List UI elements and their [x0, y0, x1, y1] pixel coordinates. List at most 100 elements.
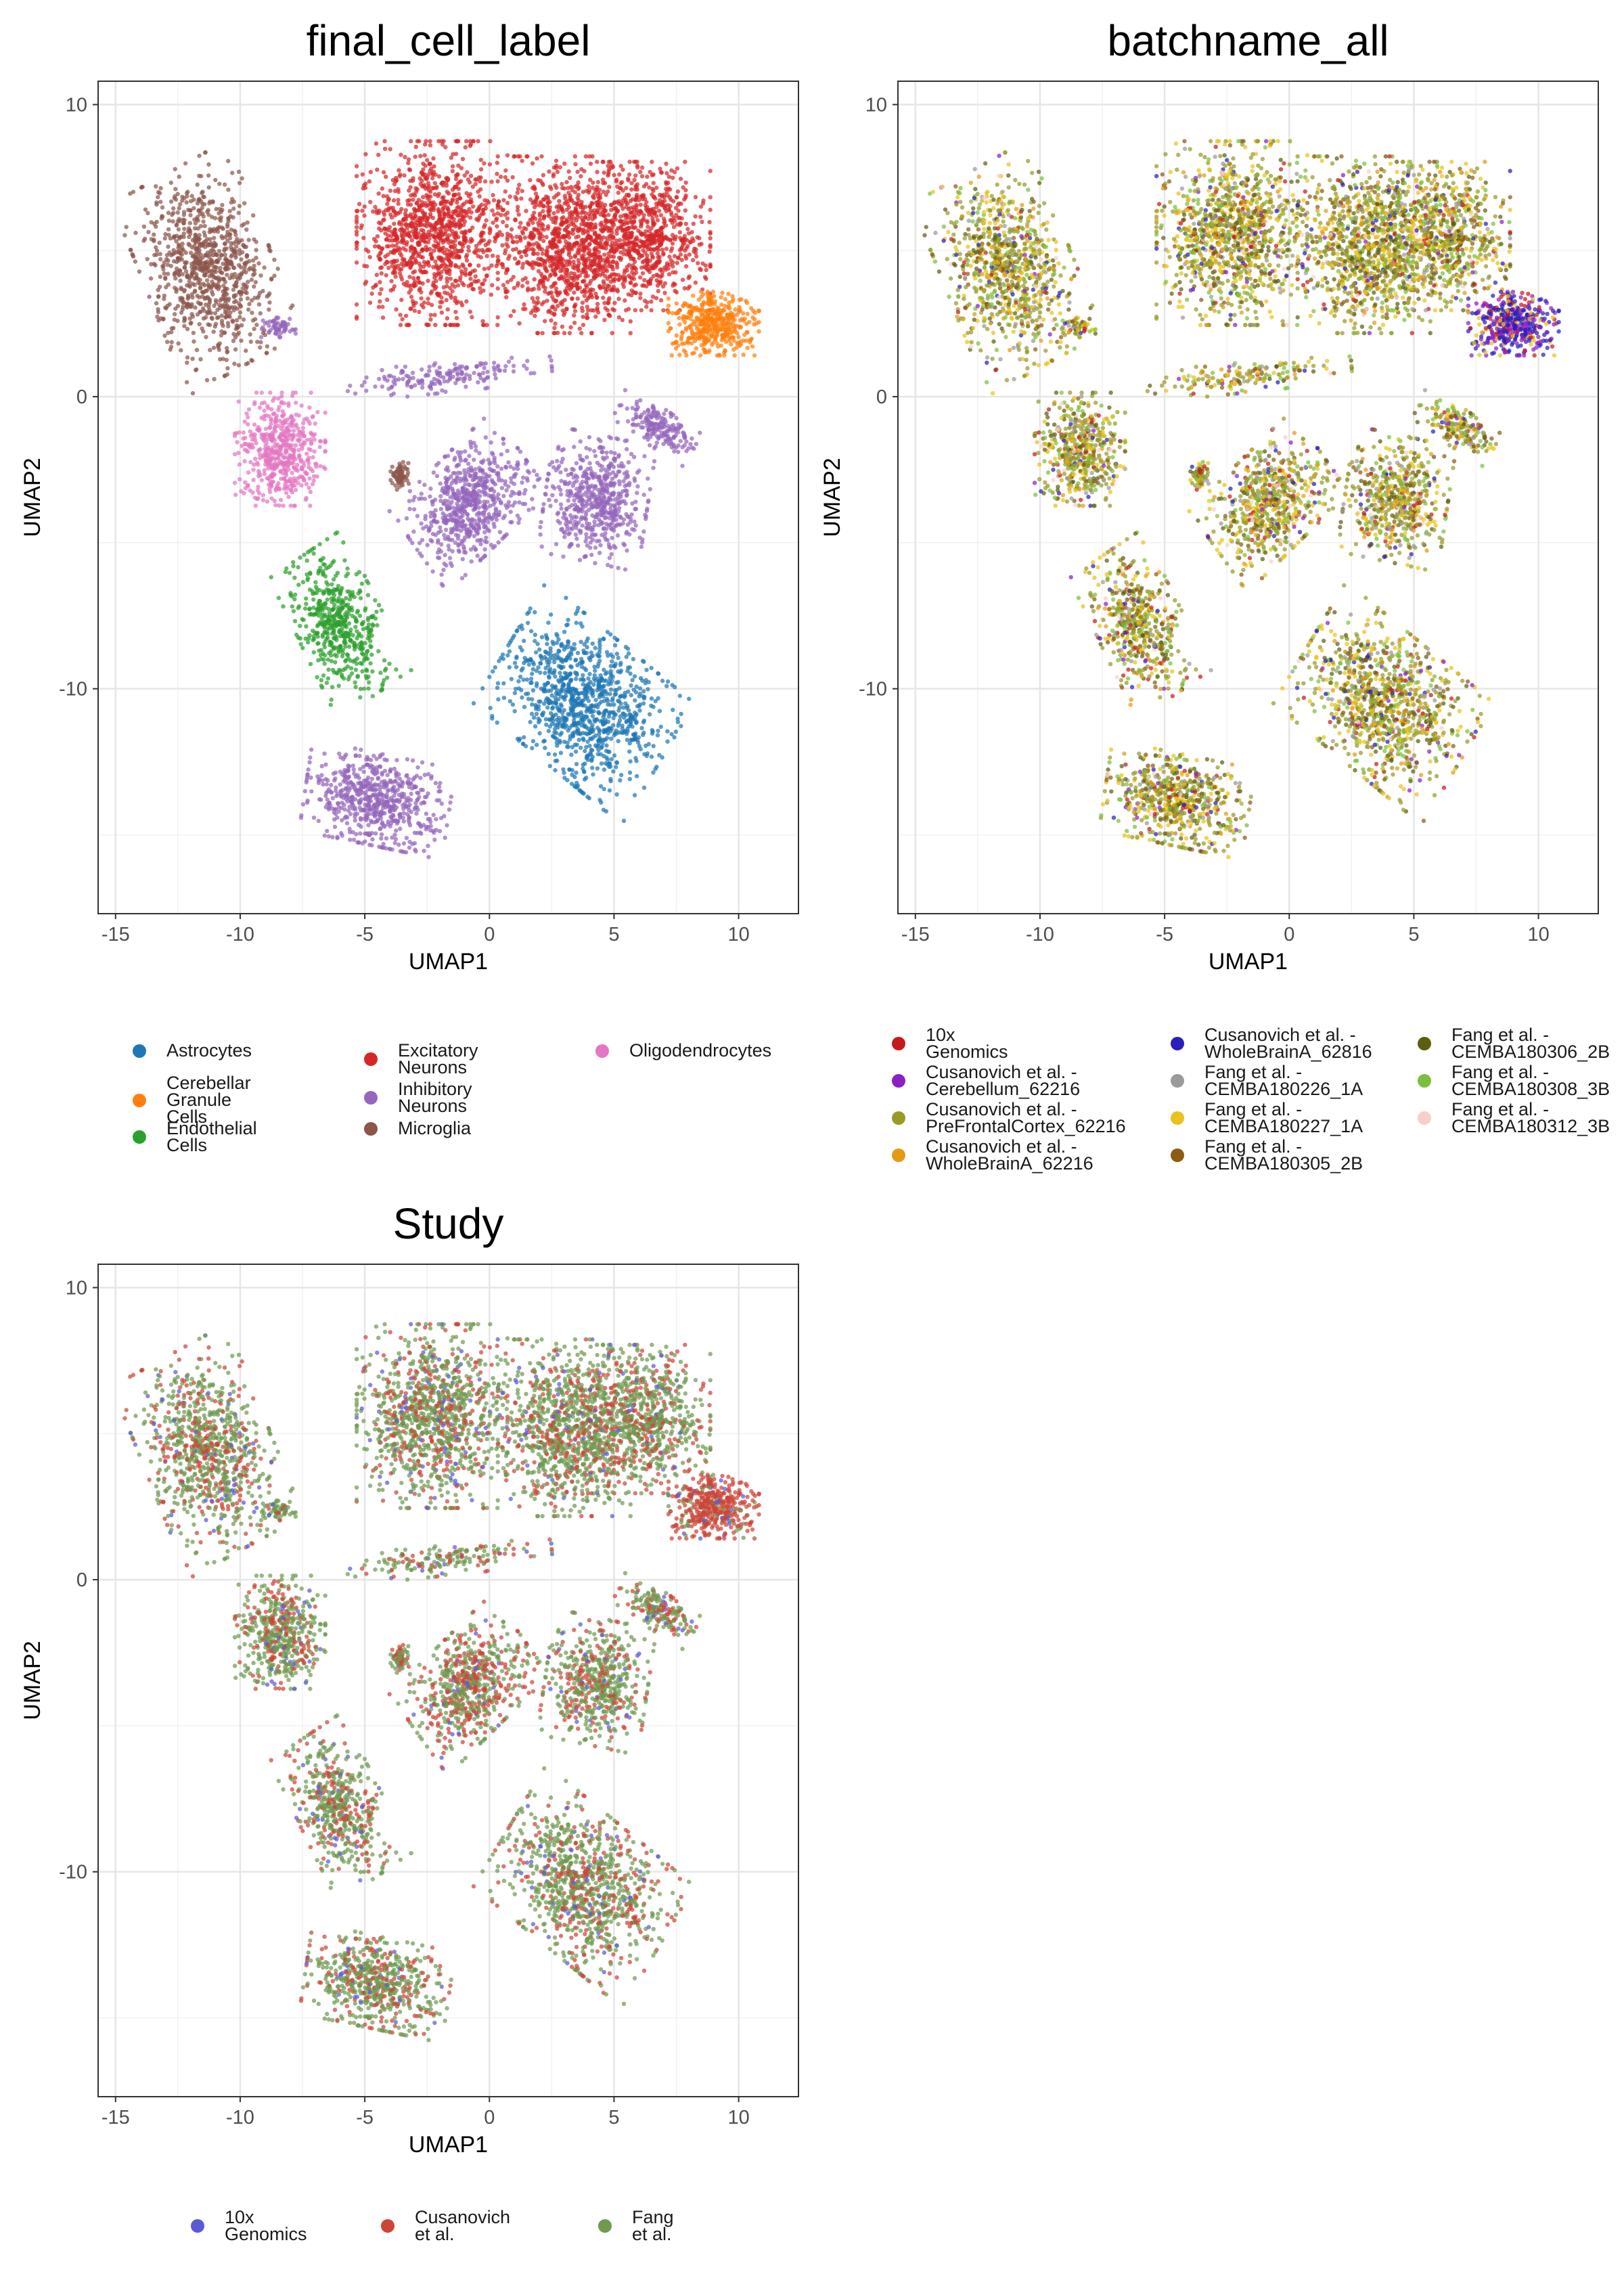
cell-point [396, 198, 401, 202]
cell-point [553, 321, 558, 326]
cell-point [166, 330, 171, 336]
cell-point [187, 234, 191, 240]
cell-point [223, 261, 228, 267]
cell-point [288, 478, 293, 484]
cell-point [262, 265, 267, 270]
cell-point [367, 254, 372, 260]
cell-point [438, 264, 443, 269]
cell-point [505, 216, 510, 221]
cell-point [273, 464, 277, 468]
cell-point [219, 313, 224, 318]
cell-point [244, 227, 249, 232]
cell-point [196, 208, 201, 213]
cell-point [239, 489, 244, 494]
cell-point [566, 230, 571, 235]
cell-point [380, 820, 385, 825]
cell-point [522, 302, 526, 307]
cell-point [171, 252, 175, 257]
cell-point [343, 794, 348, 799]
cell-point [388, 288, 393, 293]
cell-point [236, 324, 241, 329]
cell-point [161, 317, 166, 321]
cell-point [374, 765, 380, 770]
cell-point [233, 492, 238, 497]
cell-point [330, 607, 335, 612]
cell-point [443, 145, 448, 150]
cell-point [367, 832, 372, 837]
cell-point [378, 755, 382, 759]
cell-point [409, 782, 413, 786]
cell-point [342, 803, 346, 807]
cell-point [277, 487, 282, 492]
cell-point [422, 223, 427, 227]
cell-point [304, 558, 309, 563]
cell-point [370, 793, 375, 798]
cell-point [286, 443, 292, 449]
cell-point [478, 158, 483, 162]
cell-point [202, 230, 206, 235]
cell-point [353, 746, 358, 751]
cell-point [376, 191, 381, 196]
cell-point [493, 239, 497, 244]
cell-point [459, 249, 464, 254]
cell-point [261, 493, 266, 497]
cell-point [482, 161, 487, 166]
cell-point [269, 418, 274, 423]
cell-point [434, 263, 439, 268]
cell-point [413, 226, 418, 231]
cell-point [453, 177, 459, 181]
cell-point [464, 213, 469, 218]
cell-point [426, 194, 431, 199]
cell-point [445, 291, 450, 296]
cell-point [498, 175, 503, 179]
cell-point [658, 267, 662, 272]
cell-point [447, 240, 451, 245]
cell-point [476, 190, 480, 194]
cell-point [295, 476, 300, 481]
cell-point [468, 215, 473, 220]
cell-point [204, 334, 208, 340]
cell-point [317, 598, 322, 603]
cell-point [183, 269, 189, 274]
cell-point [189, 194, 194, 198]
cell-point [231, 287, 236, 292]
cell-point [382, 658, 387, 663]
cell-point [321, 556, 325, 560]
cell-point [178, 278, 183, 283]
cell-point [440, 249, 445, 254]
cell-point [354, 619, 359, 624]
cell-point [248, 332, 252, 337]
cell-point [436, 174, 442, 179]
cell-point [296, 606, 300, 610]
cell-point [477, 194, 482, 199]
cell-point [370, 837, 375, 842]
cell-point [401, 815, 405, 820]
cell-point [308, 662, 313, 667]
cell-point [574, 240, 579, 246]
cell-point [409, 809, 413, 815]
cell-point [236, 330, 241, 335]
cell-point [359, 747, 363, 753]
cell-points [122, 139, 761, 860]
cell-point [329, 653, 334, 658]
cell-point [533, 309, 539, 313]
cell-point [418, 776, 423, 780]
cell-point [300, 426, 306, 430]
cell-point [324, 680, 330, 686]
cell-point [212, 229, 217, 233]
cell-point [216, 344, 221, 350]
cell-point [193, 288, 198, 293]
cell-point [156, 318, 161, 323]
cell-point [329, 659, 334, 664]
cell-point [210, 279, 215, 284]
cell-point [484, 254, 489, 259]
cell-point [256, 485, 261, 489]
cell-point [309, 391, 313, 395]
cell-point [449, 221, 454, 225]
cell-point [478, 213, 482, 218]
cell-point [241, 317, 246, 322]
cell-point [407, 845, 412, 850]
cell-point [384, 836, 389, 841]
cell-point [343, 644, 348, 649]
cell-point [428, 291, 433, 296]
